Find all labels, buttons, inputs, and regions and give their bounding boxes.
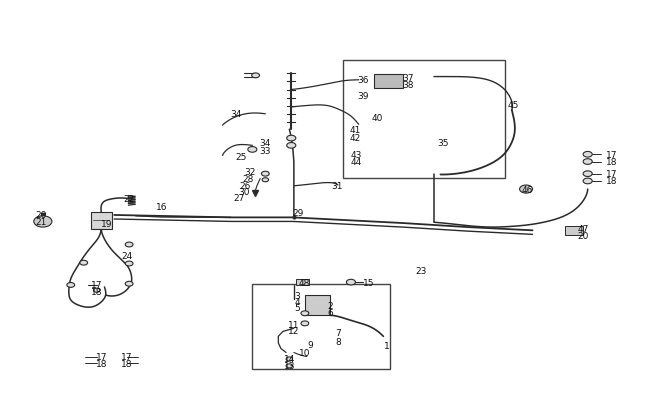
Text: 41: 41	[350, 126, 361, 135]
Text: 18: 18	[606, 177, 618, 186]
Text: 4: 4	[294, 297, 300, 306]
Bar	[252, 284, 390, 369]
Text: 7: 7	[335, 328, 341, 337]
Circle shape	[301, 321, 309, 326]
Text: 18: 18	[96, 359, 107, 368]
Circle shape	[125, 281, 133, 286]
Text: 27: 27	[233, 194, 244, 203]
Circle shape	[286, 357, 292, 361]
Text: 28: 28	[243, 175, 254, 183]
Text: 30: 30	[238, 188, 250, 197]
Text: 17: 17	[606, 170, 618, 179]
Text: 45: 45	[508, 100, 519, 109]
Bar	[374, 75, 403, 88]
Text: 18: 18	[122, 359, 133, 368]
Text: 3: 3	[294, 291, 300, 300]
Text: 46: 46	[522, 186, 533, 195]
Text: 18: 18	[91, 287, 103, 296]
Text: 10: 10	[298, 348, 310, 357]
Text: 22: 22	[124, 195, 135, 204]
Circle shape	[125, 243, 133, 247]
Bar	[343, 60, 505, 178]
Bar	[296, 279, 309, 285]
Text: 12: 12	[288, 326, 300, 335]
Circle shape	[252, 74, 259, 79]
Text: 17: 17	[96, 352, 107, 361]
Circle shape	[583, 171, 592, 177]
Text: 39: 39	[357, 92, 369, 101]
Text: 33: 33	[259, 146, 271, 156]
Text: 37: 37	[402, 74, 414, 83]
Circle shape	[80, 261, 88, 265]
Circle shape	[94, 288, 100, 292]
Text: 47: 47	[577, 224, 589, 233]
Circle shape	[125, 262, 133, 266]
Bar	[565, 227, 583, 236]
Text: 18: 18	[606, 158, 618, 166]
Text: 32: 32	[244, 168, 256, 177]
Circle shape	[261, 172, 269, 177]
Circle shape	[583, 152, 592, 158]
Text: 48: 48	[298, 278, 310, 287]
Circle shape	[262, 178, 268, 182]
Text: 31: 31	[331, 182, 343, 191]
Text: 6: 6	[328, 308, 333, 317]
Text: 19: 19	[101, 219, 112, 228]
Text: 23: 23	[415, 266, 426, 276]
Text: 38: 38	[402, 81, 414, 90]
Circle shape	[346, 279, 356, 285]
Circle shape	[301, 311, 309, 316]
Text: 20: 20	[577, 231, 589, 240]
Bar	[305, 296, 330, 315]
Text: 42: 42	[350, 133, 361, 143]
Text: 1: 1	[384, 341, 389, 350]
Bar	[91, 212, 112, 229]
Text: 17: 17	[91, 280, 103, 289]
Text: 21: 21	[35, 217, 47, 226]
Text: 15: 15	[363, 279, 375, 288]
Text: 16: 16	[156, 202, 167, 211]
Text: 8: 8	[335, 337, 341, 346]
Text: 9: 9	[308, 340, 313, 349]
Circle shape	[67, 283, 75, 288]
Circle shape	[583, 159, 592, 165]
Circle shape	[287, 136, 296, 142]
Text: 34: 34	[231, 110, 242, 119]
Text: 17: 17	[606, 150, 618, 159]
Text: 14: 14	[283, 355, 295, 364]
Text: 35: 35	[437, 138, 448, 147]
Text: 5: 5	[294, 303, 300, 312]
Text: 13: 13	[283, 362, 295, 371]
Text: 26: 26	[240, 181, 251, 190]
Text: 11: 11	[288, 320, 300, 329]
Circle shape	[583, 179, 592, 184]
Text: 24: 24	[122, 251, 133, 260]
Text: 29: 29	[292, 208, 304, 217]
Text: 2: 2	[328, 301, 333, 310]
Circle shape	[519, 185, 532, 194]
Circle shape	[287, 143, 296, 149]
Text: 40: 40	[371, 113, 383, 122]
Text: 25: 25	[235, 153, 246, 162]
Circle shape	[34, 216, 52, 228]
Text: 44: 44	[350, 158, 362, 166]
Text: 17: 17	[122, 352, 133, 361]
Circle shape	[248, 147, 257, 153]
Circle shape	[286, 364, 292, 368]
Text: 43: 43	[350, 150, 362, 159]
Text: 34: 34	[259, 138, 271, 147]
Text: 36: 36	[357, 76, 369, 85]
Text: 20: 20	[35, 211, 47, 220]
